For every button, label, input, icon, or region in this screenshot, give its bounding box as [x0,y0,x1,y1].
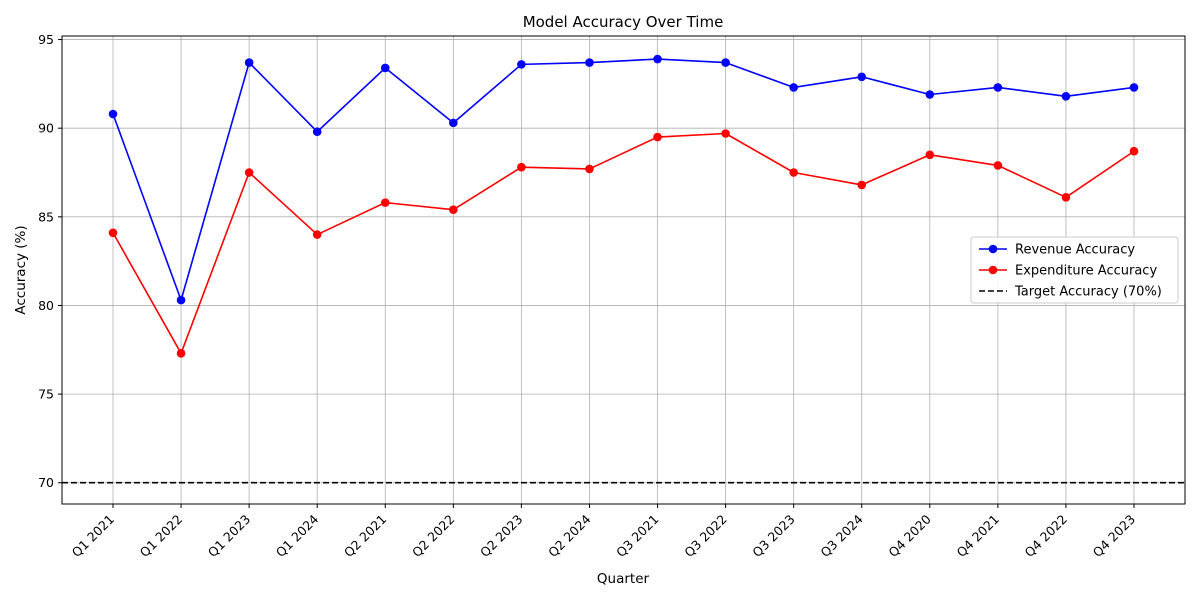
data-point [1129,146,1139,156]
data-point [108,109,118,119]
legend-marker [988,244,998,254]
chart-title: Model Accuracy Over Time [523,13,724,31]
x-tick-label: Q1 2024 [273,511,322,560]
data-point [789,83,798,92]
x-tick-label: Q3 2021 [613,512,661,560]
data-point [585,58,594,67]
data-point [925,90,935,99]
series-layer [108,54,1139,358]
x-tick-label: Q2 2023 [477,512,525,560]
x-axis-title: Quarter [597,571,650,587]
legend-marker [988,265,998,275]
y-tick-label: 85 [38,209,54,224]
data-point [449,118,458,128]
plot-frame [61,35,1186,505]
data-point [925,150,935,160]
legend-label: Target Accuracy (70%) [1014,285,1162,300]
data-point [108,228,118,238]
data-point [1129,83,1139,92]
y-axis: 70 75 80 85 90 95 [38,32,62,490]
data-point [244,168,254,177]
y-tick-label: 75 [38,387,54,402]
data-point [244,58,254,67]
y-tick-label: 70 [38,475,54,490]
x-tick-label: Q4 2020 [885,511,934,560]
series-0 [108,54,1139,305]
legend-label: Expenditure Accuracy [1015,264,1157,279]
data-point [517,60,526,69]
data-point [585,164,594,174]
data-point [721,129,730,138]
x-tick-label: Q2 2021 [341,512,389,560]
data-point [176,349,186,358]
x-tick-label: Q3 2022 [681,512,729,560]
series-line [112,58,1135,301]
data-point [380,198,390,207]
data-point [449,205,458,215]
data-point [380,63,390,73]
data-point [993,161,1003,170]
x-tick-label: Q1 2021 [69,512,117,560]
data-point [1061,193,1071,202]
x-tick-label: Q4 2022 [1022,512,1070,560]
x-tick-label: Q3 2023 [749,512,797,560]
data-point [517,162,526,172]
data-point [993,83,1003,92]
legend-box [970,236,1179,304]
series-1 [108,129,1139,358]
x-tick-label: Q1 2023 [205,512,253,560]
x-axis: Q1 2021 Q1 2022 Q1 2023 Q1 2024 Q2 2021 Q2 20… [69,504,1138,560]
x-tick-label: Q1 2022 [137,512,185,560]
y-tick-label: 80 [38,298,54,313]
data-point [312,127,322,137]
x-tick-label: Q4 2021 [953,512,1001,560]
data-point [789,168,798,177]
legend: Revenue Accuracy Expenditure Accuracy Targ… [970,236,1179,304]
data-point [653,54,662,64]
x-tick-label: Q4 2023 [1090,512,1138,560]
data-point [1061,91,1071,101]
x-tick-label: Q2 2024 [545,511,594,560]
x-tick-label: Q2 2022 [409,512,457,560]
data-point [312,230,322,239]
data-point [857,180,867,190]
y-tick-label: 95 [38,32,54,47]
y-axis-title: Accuracy (%) [13,225,29,314]
data-point [176,295,186,305]
x-tick-label: Q3 2024 [817,511,866,560]
data-point [721,58,730,67]
data-point [857,72,867,82]
data-point [653,132,662,142]
legend-label: Revenue Accuracy [1015,243,1135,258]
y-tick-label: 90 [38,121,54,136]
series-line [112,132,1135,355]
